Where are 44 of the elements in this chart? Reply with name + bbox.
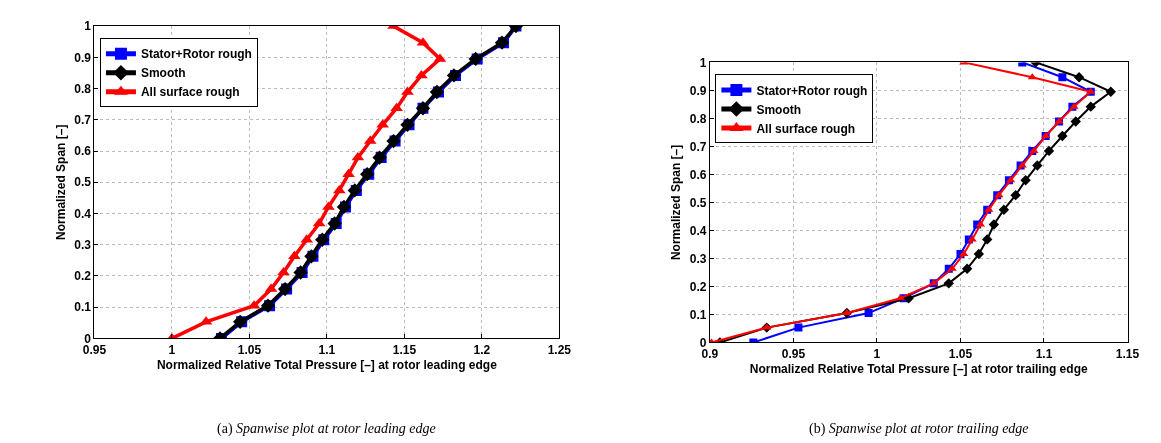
x-axis-title: Normalized Relative Total Pressure [–] at rotor leading edge — [156, 357, 498, 372]
y-tick-label: 1 — [699, 55, 707, 70]
x-tick-label: 1.05 — [948, 346, 973, 361]
y-tick-label: 0.3 — [74, 237, 92, 252]
y-tick-label: 0.5 — [689, 195, 707, 210]
text: (a) Spanwise plot at rotor leading edge — [217, 421, 436, 437]
x-tick-label: 1.2 — [473, 342, 491, 357]
y-tick-label: 0.9 — [74, 50, 92, 65]
x-tick-label: 1.15 — [392, 342, 417, 357]
x-tick-label: 1 — [168, 342, 176, 357]
y-axis-title: Normalized Span [–] — [669, 144, 684, 261]
y-tick-label: 0.5 — [74, 175, 92, 190]
y-tick-label: 0.8 — [74, 81, 92, 96]
legend-label: All surface rough — [756, 121, 856, 136]
text: (b) Spanwise plot at rotor trailing edge — [809, 421, 1029, 437]
legend-label: Smooth — [140, 66, 186, 81]
y-tick-label: 0.7 — [689, 139, 707, 154]
y-tick-label: 0.3 — [689, 251, 707, 266]
y-tick-label: 1 — [84, 19, 92, 34]
y-axis-title: Normalized Span [–] — [53, 124, 68, 240]
legend-label: Smooth — [756, 102, 802, 117]
y-tick-label: 0.4 — [689, 223, 707, 238]
x-tick-label: 1.25 — [547, 342, 572, 357]
y-tick-label: 0.2 — [74, 269, 92, 284]
y-tick-label: 0.7 — [74, 113, 92, 127]
y-tick-label: 0.8 — [689, 111, 707, 126]
y-tick-label: 0.6 — [74, 144, 92, 159]
x-tick-label: 1 — [873, 346, 881, 361]
y-tick-label: 0.1 — [74, 300, 92, 315]
x-tick-label: 1.15 — [1115, 346, 1140, 361]
x-axis-title: Normalized Relative Total Pressure [–] at rotor trailing edge — [749, 361, 1088, 376]
y-tick-label: 0.2 — [689, 279, 707, 294]
x-tick-label: 1.1 — [1035, 346, 1053, 361]
legend-label: All surface rough — [140, 85, 240, 100]
y-tick-label: 0.9 — [689, 83, 707, 98]
y-tick-label: 0.1 — [689, 307, 707, 322]
x-tick-label: 1.1 — [318, 342, 336, 357]
x-tick-label: 0.95 — [781, 346, 806, 361]
y-tick-label: 0.6 — [689, 167, 707, 182]
x-tick-label: 1.05 — [237, 342, 262, 357]
legend-label: Stator+Rotor rough — [140, 47, 252, 62]
y-tick-label: 0.4 — [74, 206, 92, 221]
y-tick-label: 0 — [699, 335, 707, 350]
legend-label: Stator+Rotor rough — [756, 83, 868, 98]
